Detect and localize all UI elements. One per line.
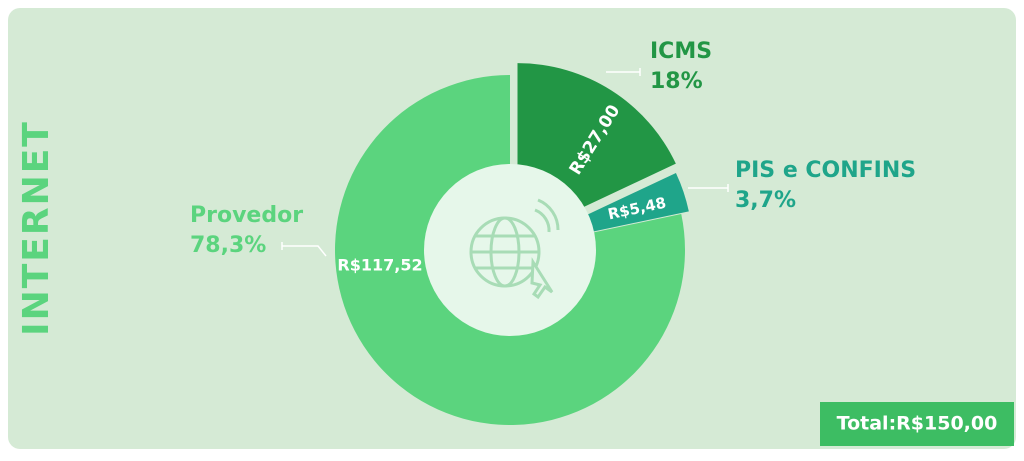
category-label: ICMS [650, 39, 712, 64]
percent-label: 18% [650, 69, 703, 94]
center-circle [424, 164, 596, 336]
percent-label: 78,3% [190, 233, 266, 258]
total-label: Total:R$150,00 [837, 413, 998, 435]
leader-lines [281, 68, 729, 257]
category-label: PIS e CONFINS [735, 158, 916, 183]
chart-title: INTERNET [16, 120, 57, 336]
category-label: Provedor [190, 203, 303, 228]
percent-label: 3,7% [735, 188, 796, 213]
amount-label: R$117,52 [337, 256, 422, 275]
globe-icon [469, 198, 560, 300]
total-box [820, 402, 1014, 446]
